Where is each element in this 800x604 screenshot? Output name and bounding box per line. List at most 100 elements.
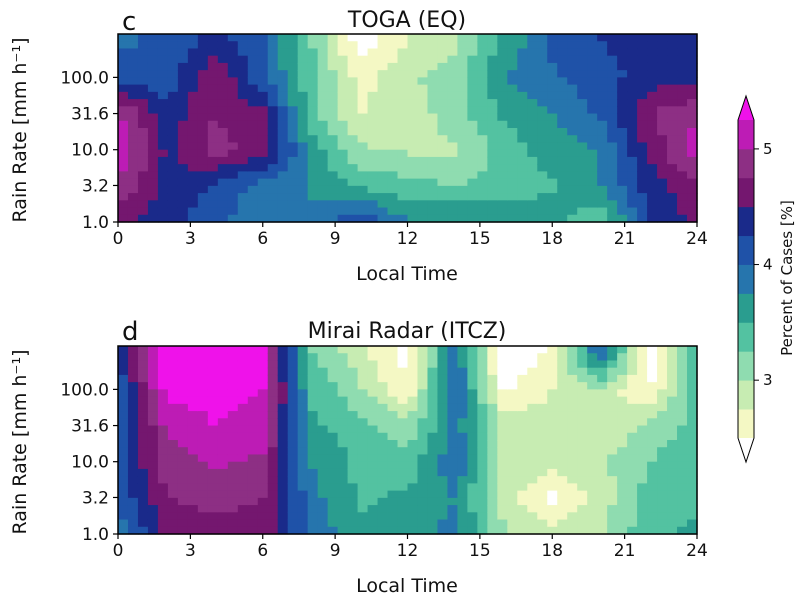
heatmap-cell bbox=[118, 214, 129, 223]
heatmap-cell bbox=[287, 128, 299, 136]
heatmap-cell bbox=[237, 120, 249, 129]
heatmap-cell bbox=[287, 171, 299, 180]
heatmap-cell bbox=[377, 512, 389, 521]
heatmap-cell bbox=[247, 185, 259, 194]
heatmap-cell bbox=[127, 106, 139, 115]
heatmap-cell bbox=[567, 34, 578, 42]
heatmap-cell bbox=[347, 207, 359, 216]
heatmap-cell bbox=[567, 156, 578, 165]
heatmap-cell bbox=[377, 41, 389, 50]
heatmap-cell bbox=[217, 200, 229, 209]
heatmap-cell bbox=[597, 396, 608, 405]
heatmap-cell bbox=[577, 512, 588, 521]
heatmap-cell bbox=[387, 106, 399, 115]
heatmap-cell bbox=[327, 505, 339, 513]
heatmap-cell bbox=[217, 411, 229, 419]
heatmap-cell bbox=[347, 374, 359, 383]
heatmap-cell bbox=[617, 41, 628, 50]
heatmap-cell bbox=[637, 128, 648, 136]
heatmap-cell bbox=[477, 512, 488, 521]
heatmap-cell bbox=[237, 389, 249, 398]
heatmap-cell bbox=[437, 505, 449, 513]
heatmap-cell bbox=[487, 468, 498, 477]
heatmap-cell bbox=[417, 120, 429, 129]
heatmap-cell bbox=[577, 476, 588, 484]
heatmap-cell bbox=[447, 62, 459, 71]
heatmap-cell bbox=[607, 374, 618, 383]
heatmap-cell bbox=[407, 156, 419, 165]
y-tick-label: 100.0 bbox=[60, 68, 109, 88]
heatmap-cell bbox=[497, 454, 508, 463]
heatmap-cell bbox=[197, 128, 209, 136]
heatmap-cell bbox=[407, 411, 419, 419]
heatmap-cell bbox=[447, 41, 459, 50]
heatmap-cell bbox=[287, 461, 299, 470]
heatmap-cell bbox=[247, 193, 259, 201]
heatmap-cell bbox=[157, 48, 169, 57]
heatmap-cell bbox=[237, 193, 249, 201]
heatmap-cell bbox=[287, 440, 299, 448]
colorbar-cell bbox=[738, 120, 754, 150]
heatmap-cell bbox=[517, 48, 528, 57]
heatmap-cell bbox=[507, 382, 518, 390]
heatmap-cell bbox=[397, 156, 409, 165]
heatmap-cell bbox=[557, 374, 568, 383]
heatmap-cell bbox=[437, 432, 449, 441]
heatmap-cell bbox=[147, 91, 159, 100]
heatmap-cell bbox=[267, 91, 279, 100]
heatmap-cell bbox=[597, 353, 608, 362]
heatmap-cell bbox=[177, 505, 189, 513]
heatmap-cell bbox=[597, 193, 608, 201]
heatmap-cell bbox=[637, 382, 648, 390]
heatmap-cell bbox=[647, 128, 658, 136]
heatmap-cell bbox=[417, 77, 429, 86]
heatmap-cell bbox=[497, 84, 508, 93]
heatmap-cell bbox=[517, 396, 528, 405]
heatmap-cell bbox=[587, 447, 598, 456]
heatmap-cell bbox=[337, 99, 349, 107]
heatmap-cell bbox=[187, 128, 199, 136]
heatmap-cell bbox=[307, 468, 319, 477]
heatmap-cell bbox=[647, 440, 658, 448]
heatmap-cell bbox=[677, 425, 688, 434]
heatmap-cell bbox=[597, 149, 608, 158]
heatmap-cell bbox=[407, 120, 419, 129]
heatmap-cell bbox=[207, 70, 219, 78]
heatmap-cell bbox=[507, 99, 518, 107]
heatmap-cell bbox=[617, 142, 628, 151]
heatmap-cell bbox=[287, 48, 299, 57]
heatmap-cell bbox=[357, 526, 369, 535]
heatmap-cell bbox=[118, 490, 129, 499]
heatmap-cell bbox=[147, 106, 159, 115]
heatmap-cell bbox=[157, 440, 169, 448]
heatmap-cell bbox=[317, 490, 329, 499]
heatmap-cell bbox=[177, 142, 189, 151]
heatmap-cell bbox=[387, 200, 399, 209]
heatmap-cell bbox=[497, 374, 508, 383]
heatmap-cell bbox=[657, 34, 668, 42]
heatmap-cell bbox=[587, 396, 598, 405]
heatmap-cell bbox=[497, 519, 508, 528]
heatmap-cell bbox=[597, 164, 608, 172]
heatmap-cell bbox=[207, 185, 219, 194]
heatmap-cell bbox=[677, 178, 688, 187]
heatmap-cell bbox=[587, 120, 598, 129]
heatmap-cell bbox=[137, 207, 149, 216]
heatmap-cell bbox=[207, 497, 219, 506]
heatmap-cell bbox=[217, 193, 229, 201]
heatmap-cell bbox=[497, 62, 508, 71]
heatmap-cell bbox=[557, 353, 568, 362]
heatmap-cell bbox=[557, 505, 568, 513]
heatmap-cell bbox=[227, 432, 239, 441]
heatmap-cell bbox=[207, 418, 219, 427]
heatmap-cell bbox=[507, 512, 518, 521]
heatmap-cell bbox=[187, 346, 199, 354]
heatmap-cell bbox=[397, 382, 409, 390]
heatmap-cell bbox=[377, 185, 389, 194]
heatmap-cell bbox=[617, 389, 628, 398]
heatmap-cell bbox=[437, 171, 449, 180]
heatmap-cell bbox=[527, 120, 538, 129]
heatmap-cell bbox=[527, 214, 538, 223]
heatmap-cell bbox=[677, 468, 688, 477]
heatmap-cell bbox=[607, 156, 618, 165]
